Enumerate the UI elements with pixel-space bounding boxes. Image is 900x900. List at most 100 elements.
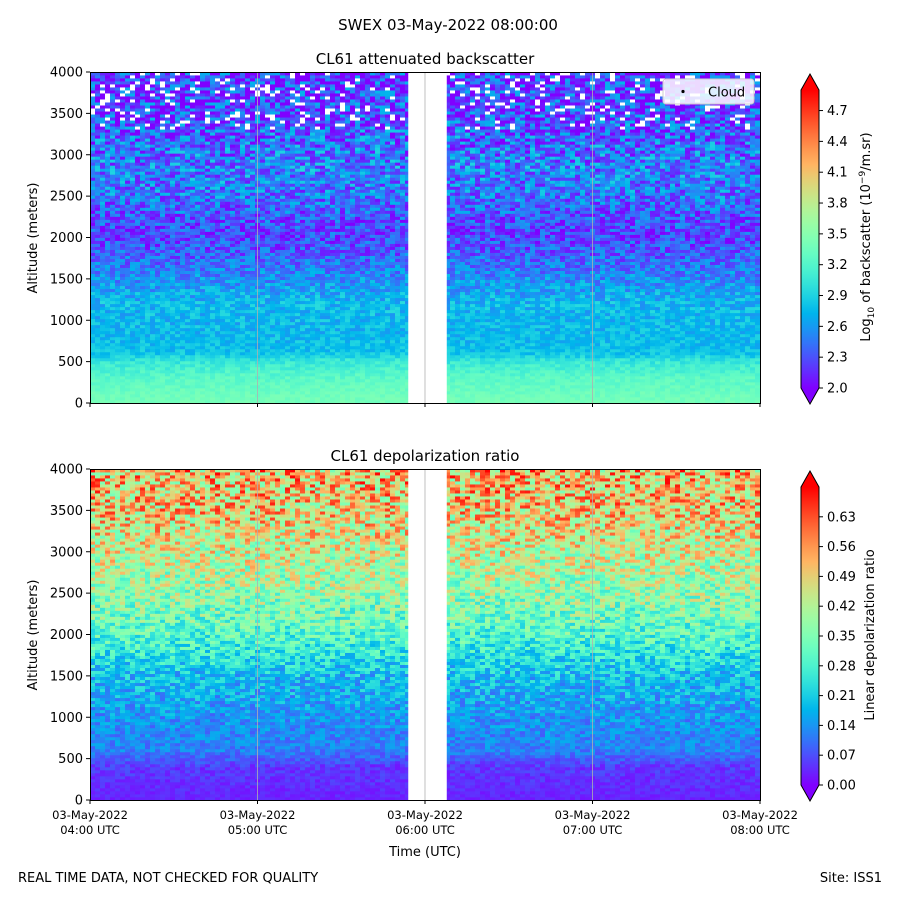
heatmap-cell (165, 243, 171, 247)
heatmap-cell (300, 177, 306, 181)
heatmap-cell (260, 309, 266, 314)
heatmap-cell (230, 231, 236, 235)
heatmap-cell (150, 207, 156, 211)
heatmap-cell (245, 297, 251, 302)
heatmap-cell (185, 189, 191, 193)
heatmap-cell (270, 294, 276, 299)
heatmap-cell (160, 351, 166, 356)
heatmap-cell (250, 306, 256, 311)
heatmap-cell (285, 258, 291, 262)
heatmap-cell (200, 357, 206, 362)
heatmap-cell (195, 393, 201, 398)
heatmap-cell (220, 207, 226, 211)
heatmap-cell (150, 162, 156, 166)
heatmap-cell (185, 99, 191, 103)
heatmap-cell (125, 366, 131, 371)
heatmap-cell (250, 135, 256, 139)
heatmap-cell (90, 93, 96, 97)
heatmap-cell (305, 102, 311, 106)
heatmap-cell (225, 330, 231, 335)
heatmap-cell (270, 279, 276, 284)
heatmap-cell (140, 270, 146, 275)
heatmap-cell (295, 234, 301, 238)
heatmap-cell (260, 378, 266, 383)
heatmap-cell (275, 207, 281, 211)
heatmap-cell (220, 144, 226, 148)
heatmap-cell (260, 96, 266, 100)
heatmap-cell (185, 387, 191, 392)
heatmap-cell (285, 246, 291, 250)
heatmap-cell (270, 255, 276, 259)
heatmap-cell (90, 276, 96, 281)
heatmap-cell (305, 309, 311, 314)
heatmap-cell (290, 204, 296, 208)
heatmap-cell (210, 138, 216, 142)
heatmap-cell (235, 87, 241, 91)
heatmap-cell (180, 228, 186, 232)
heatmap-cell (130, 84, 136, 88)
heatmap-cell (160, 96, 166, 100)
heatmap-cell (230, 132, 236, 136)
heatmap-cell (200, 186, 206, 190)
heatmap-cell (125, 351, 131, 356)
heatmap-cell (155, 300, 161, 305)
heatmap-cell (305, 285, 311, 290)
heatmap-cell (245, 282, 251, 287)
heatmap-cell (195, 99, 201, 103)
heatmap-cell (205, 369, 211, 374)
heatmap-cell (180, 315, 186, 320)
heatmap-cell (280, 81, 286, 85)
heatmap-cell (90, 150, 96, 154)
heatmap-cell (275, 249, 281, 253)
heatmap-cell (245, 306, 251, 311)
heatmap-cell (95, 339, 101, 344)
heatmap-cell (250, 255, 256, 259)
heatmap-cell (90, 393, 96, 398)
heatmap-cell (225, 174, 231, 178)
heatmap-cell (225, 309, 231, 314)
heatmap-cell (165, 225, 171, 229)
heatmap-cell (220, 267, 226, 271)
heatmap-cell (105, 117, 111, 121)
heatmap-cell (150, 348, 156, 353)
heatmap-cell (260, 270, 266, 275)
heatmap-cell (245, 213, 251, 217)
heatmap-cell (200, 72, 206, 76)
heatmap-cell (140, 333, 146, 338)
heatmap-cell (290, 249, 296, 253)
heatmap-cell (260, 75, 266, 79)
heatmap-cell (95, 183, 101, 187)
heatmap-cell (200, 255, 206, 259)
heatmap-cell (240, 258, 246, 262)
heatmap-cell (95, 219, 101, 223)
heatmap-cell (185, 105, 191, 109)
heatmap-cell (195, 258, 201, 262)
heatmap-cell (250, 303, 256, 308)
heatmap-cell (200, 207, 206, 211)
heatmap-cell (115, 189, 121, 193)
heatmap-cell (120, 264, 126, 268)
heatmap-cell (210, 387, 216, 392)
heatmap-cell (115, 363, 121, 368)
heatmap-cell (195, 72, 201, 76)
heatmap-cell (210, 150, 216, 154)
heatmap-cell (100, 75, 106, 79)
heatmap-cell (310, 330, 316, 335)
heatmap-cell (220, 87, 226, 91)
heatmap-cell (260, 165, 266, 169)
heatmap-cell (170, 129, 176, 133)
heatmap-cell (260, 195, 266, 199)
heatmap-cell (135, 246, 141, 250)
heatmap-cell (170, 399, 176, 403)
heatmap-cell (100, 132, 106, 136)
heatmap-cell (250, 162, 256, 166)
heatmap-cell (95, 345, 101, 350)
heatmap-cell (220, 294, 226, 299)
heatmap-cell (110, 81, 116, 85)
heatmap-cell (125, 276, 131, 281)
heatmap-cell (265, 108, 271, 112)
heatmap-cell (275, 171, 281, 175)
heatmap-cell (310, 111, 316, 115)
heatmap-cell (120, 255, 126, 259)
heatmap-cell (120, 99, 126, 103)
